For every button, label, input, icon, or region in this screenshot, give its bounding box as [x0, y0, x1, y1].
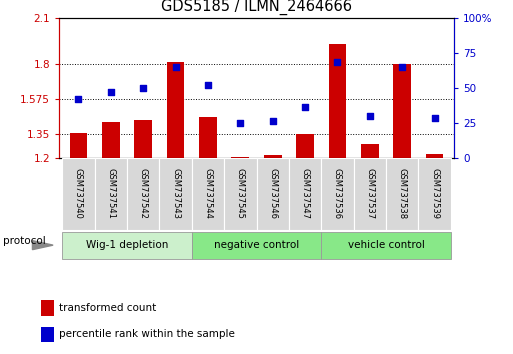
Text: GSM737539: GSM737539	[430, 168, 439, 219]
Bar	[321, 158, 353, 230]
Point	[366, 113, 374, 118]
Bar	[102, 122, 120, 158]
Bar	[199, 117, 217, 158]
Point	[74, 96, 83, 102]
Bar	[393, 64, 411, 158]
Bar	[289, 158, 321, 230]
Bar	[361, 144, 379, 158]
Bar	[192, 232, 321, 259]
Bar	[134, 120, 152, 158]
Bar	[41, 326, 54, 342]
Point	[204, 82, 212, 88]
Bar	[41, 300, 54, 316]
Text: Wig-1 depletion: Wig-1 depletion	[86, 240, 168, 250]
Bar	[70, 133, 87, 158]
Text: GSM737536: GSM737536	[333, 168, 342, 219]
Title: GDS5185 / ILMN_2464666: GDS5185 / ILMN_2464666	[161, 0, 352, 15]
Bar	[231, 157, 249, 158]
Text: vehicle control: vehicle control	[348, 240, 424, 250]
Text: negative control: negative control	[214, 240, 299, 250]
Bar	[62, 158, 94, 230]
Text: GSM737538: GSM737538	[398, 168, 407, 219]
Bar	[296, 134, 314, 158]
Text: GSM737537: GSM737537	[365, 168, 374, 219]
Bar	[353, 158, 386, 230]
Text: percentile rank within the sample: percentile rank within the sample	[59, 330, 235, 339]
Bar	[160, 158, 192, 230]
Point	[139, 85, 147, 91]
Bar	[62, 232, 192, 259]
Text: GSM737543: GSM737543	[171, 168, 180, 219]
Point	[398, 64, 406, 69]
Bar	[328, 44, 346, 158]
Point	[333, 59, 342, 65]
Bar	[321, 232, 451, 259]
Point	[430, 115, 439, 121]
Bar	[264, 155, 282, 158]
Point	[171, 64, 180, 69]
Text: GSM737540: GSM737540	[74, 169, 83, 219]
Bar	[419, 158, 451, 230]
Text: transformed count: transformed count	[59, 303, 156, 313]
Bar	[256, 158, 289, 230]
Point	[301, 104, 309, 110]
Text: GSM737544: GSM737544	[204, 169, 212, 219]
Text: GSM737546: GSM737546	[268, 168, 277, 219]
Text: GSM737541: GSM737541	[106, 169, 115, 219]
Bar	[426, 154, 443, 158]
Point	[107, 89, 115, 95]
Text: GSM737545: GSM737545	[236, 169, 245, 219]
Bar	[224, 158, 256, 230]
Bar	[192, 158, 224, 230]
Text: GSM737547: GSM737547	[301, 168, 309, 219]
Bar	[167, 62, 185, 158]
Bar	[386, 158, 419, 230]
Text: protocol: protocol	[3, 236, 46, 246]
Point	[269, 118, 277, 124]
Point	[236, 120, 244, 125]
Polygon shape	[32, 241, 53, 250]
Text: GSM737542: GSM737542	[139, 169, 148, 219]
Bar	[127, 158, 160, 230]
Bar	[94, 158, 127, 230]
